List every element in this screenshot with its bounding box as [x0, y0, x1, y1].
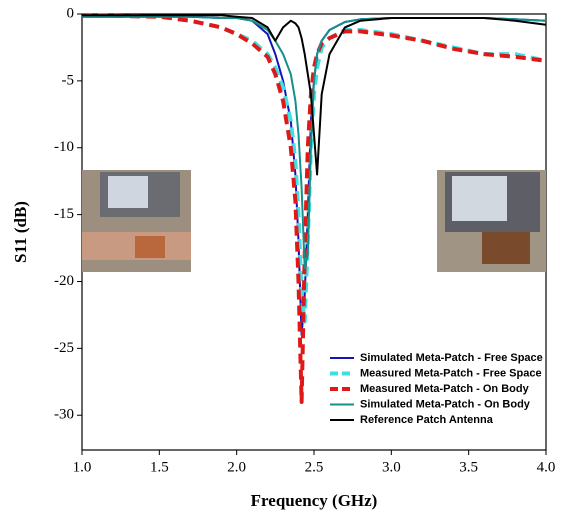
x-tick-label: 1.0 — [73, 459, 92, 475]
inset-photo-right — [437, 170, 546, 272]
legend-label: Simulated Meta-Patch - On Body — [360, 398, 531, 410]
x-tick-label: 2.5 — [305, 459, 324, 475]
x-tick-label: 4.0 — [537, 459, 556, 475]
legend-label: Reference Patch Antenna — [360, 414, 494, 426]
y-tick-label: -25 — [54, 340, 74, 356]
x-tick-label: 2.0 — [227, 459, 246, 475]
series-line — [81, 13, 547, 404]
x-tick-label: 1.5 — [150, 459, 169, 475]
legend-label: Measured Meta-Patch - On Body — [360, 383, 530, 395]
y-tick-label: 0 — [67, 5, 75, 21]
legend-label: Measured Meta-Patch - Free Space — [360, 367, 542, 379]
x-tick-label: 3.5 — [459, 459, 478, 475]
inset-photo-left — [82, 170, 191, 272]
y-tick-label: -10 — [54, 139, 74, 155]
legend-label: Simulated Meta-Patch - Free Space — [360, 352, 543, 364]
y-tick-label: -30 — [54, 407, 74, 423]
y-tick-label: -20 — [54, 273, 74, 289]
series-line — [82, 14, 547, 176]
y-tick-label: -15 — [54, 206, 74, 222]
y-axis-label: S11 (dB) — [11, 201, 30, 263]
y-tick-label: -5 — [62, 72, 75, 88]
x-tick-label: 3.0 — [382, 459, 401, 475]
x-axis-label: Frequency (GHz) — [251, 491, 378, 510]
